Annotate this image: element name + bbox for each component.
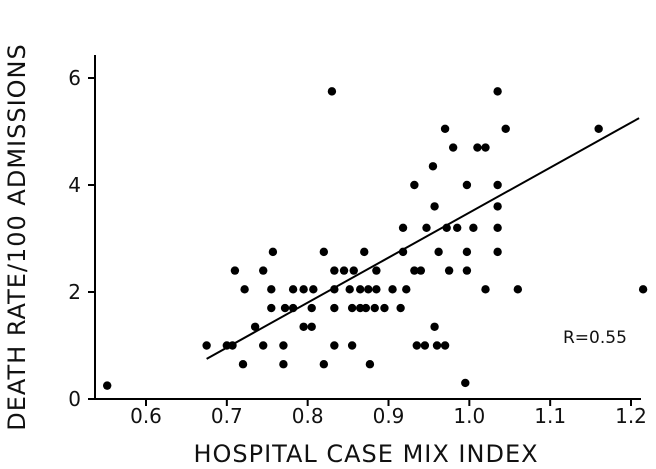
data-point bbox=[448, 143, 458, 152]
data-point bbox=[259, 341, 268, 350]
data-point bbox=[339, 266, 349, 275]
data-point bbox=[319, 247, 329, 257]
data-point bbox=[430, 322, 439, 331]
data-point bbox=[268, 247, 278, 257]
data-point bbox=[396, 303, 405, 313]
data-point bbox=[330, 303, 339, 313]
data-point bbox=[103, 381, 112, 390]
data-point bbox=[461, 378, 470, 388]
axes bbox=[94, 55, 641, 400]
data-point bbox=[307, 322, 316, 331]
data-point bbox=[299, 285, 308, 294]
data-point bbox=[493, 223, 502, 232]
data-point bbox=[462, 180, 472, 190]
data-point bbox=[501, 124, 510, 134]
data-point bbox=[430, 202, 439, 211]
data-point bbox=[638, 285, 648, 294]
data-point bbox=[388, 285, 397, 294]
data-point bbox=[259, 266, 268, 275]
data-point bbox=[513, 285, 523, 294]
x-ticks: 0.6 0.7 0.8 0.9 1.0 1.1 1.2 bbox=[130, 399, 647, 428]
data-point bbox=[422, 223, 431, 232]
data-point bbox=[250, 322, 260, 331]
data-point bbox=[462, 266, 472, 275]
data-points bbox=[103, 87, 648, 390]
data-point bbox=[202, 341, 211, 350]
regression-line bbox=[206, 117, 640, 360]
data-point bbox=[444, 266, 454, 275]
x-tick-label: 0.7 bbox=[211, 404, 243, 428]
data-point bbox=[238, 360, 248, 369]
data-point bbox=[469, 223, 478, 232]
data-point bbox=[361, 303, 371, 313]
data-point bbox=[428, 162, 438, 171]
data-point bbox=[412, 341, 421, 350]
y-tick-label: 0 bbox=[68, 387, 81, 411]
data-point bbox=[398, 223, 408, 232]
data-point bbox=[380, 303, 389, 313]
data-point bbox=[440, 341, 450, 350]
data-point bbox=[307, 303, 316, 313]
data-point bbox=[330, 266, 339, 275]
data-point bbox=[240, 285, 249, 294]
x-tick-label: 0.8 bbox=[292, 404, 324, 428]
data-point bbox=[481, 285, 490, 294]
data-point bbox=[230, 266, 240, 275]
data-point bbox=[493, 180, 502, 190]
data-point bbox=[347, 303, 357, 313]
data-point bbox=[267, 303, 276, 313]
data-point bbox=[416, 266, 426, 275]
data-point bbox=[481, 143, 490, 152]
data-point bbox=[402, 285, 411, 294]
data-point bbox=[349, 266, 358, 275]
data-point bbox=[299, 322, 308, 331]
x-tick-label: 1.1 bbox=[534, 404, 566, 428]
data-point bbox=[594, 124, 603, 134]
data-point bbox=[309, 285, 318, 294]
x-tick-label: 0.9 bbox=[373, 404, 405, 428]
correlation-annotation: R=0.55 bbox=[563, 328, 627, 348]
data-point bbox=[327, 87, 337, 96]
y-ticks: 0 2 4 6 bbox=[68, 66, 95, 411]
data-point bbox=[410, 266, 419, 275]
data-point bbox=[410, 180, 419, 190]
data-point bbox=[440, 124, 450, 134]
data-point bbox=[347, 341, 357, 350]
data-point bbox=[330, 341, 339, 350]
data-point bbox=[288, 285, 298, 294]
y-tick-label: 6 bbox=[68, 66, 81, 90]
y-tick-label: 4 bbox=[68, 173, 81, 197]
data-point bbox=[493, 247, 502, 257]
x-axis-title: HOSPITAL CASE MIX INDEX bbox=[193, 440, 538, 468]
data-point bbox=[493, 87, 502, 96]
data-point bbox=[364, 285, 373, 294]
data-point bbox=[372, 285, 381, 294]
data-point bbox=[493, 202, 502, 211]
data-point bbox=[280, 303, 290, 313]
data-point bbox=[453, 223, 462, 232]
data-point bbox=[279, 360, 288, 369]
data-point bbox=[360, 247, 369, 257]
data-point bbox=[365, 360, 375, 369]
data-point bbox=[473, 143, 482, 152]
data-point bbox=[370, 303, 379, 313]
data-point bbox=[372, 266, 381, 275]
data-point bbox=[319, 360, 329, 369]
x-tick-label: 1.2 bbox=[615, 404, 647, 428]
x-tick-label: 1.0 bbox=[453, 404, 485, 428]
data-point bbox=[267, 285, 276, 294]
data-point bbox=[279, 341, 288, 350]
data-point bbox=[356, 285, 365, 294]
data-point bbox=[434, 247, 443, 257]
y-tick-label: 2 bbox=[68, 280, 81, 304]
x-tick-label: 0.6 bbox=[130, 404, 162, 428]
y-axis-title: DEATH RATE/100 ADMISSIONS bbox=[3, 43, 31, 430]
data-point bbox=[432, 341, 442, 350]
data-point bbox=[420, 341, 430, 350]
data-point bbox=[345, 285, 354, 294]
data-point bbox=[462, 247, 472, 257]
